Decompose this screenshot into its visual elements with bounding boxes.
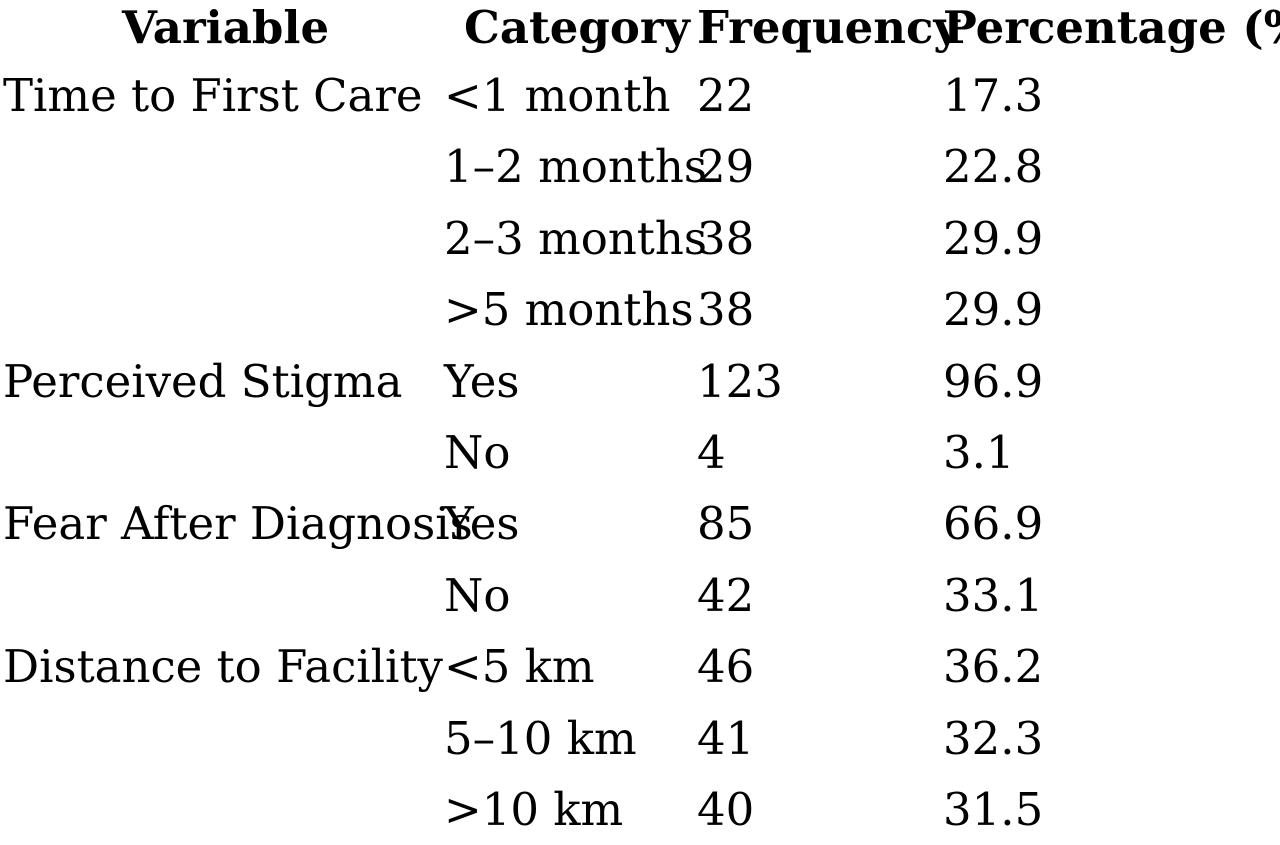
cell-category: Yes: [444, 497, 520, 551]
cell-percentage: 3.1: [943, 425, 1015, 479]
table-row: No 4 3.1: [0, 417, 1280, 488]
table-row: 5–10 km 41 32.3: [0, 703, 1280, 774]
cell-percentage: 22.8: [943, 140, 1044, 194]
cell-percentage: 36.2: [943, 640, 1044, 694]
cell-frequency: 41: [697, 711, 755, 765]
table-row: Distance to Facility <5 km 46 36.2: [0, 631, 1280, 702]
table-row: Time to First Care <1 month 22 17.3: [0, 60, 1280, 131]
cell-category: >5 months: [444, 283, 694, 337]
cell-category: No: [444, 568, 511, 622]
cell-category: 1–2 months: [444, 140, 707, 194]
table-row: >10 km 40 31.5: [0, 774, 1280, 845]
cell-frequency: 4: [697, 425, 726, 479]
cell-percentage: 29.9: [943, 283, 1044, 337]
header-percentage: Percentage (%): [943, 1, 1280, 54]
cell-frequency: 85: [697, 497, 755, 551]
cell-category: <1 month: [444, 69, 671, 122]
table-row: Perceived Stigma Yes 123 96.9: [0, 346, 1280, 417]
cell-percentage: 29.9: [943, 211, 1044, 265]
cell-variable: Time to First Care: [3, 69, 423, 122]
cell-percentage: 66.9: [943, 497, 1044, 551]
cell-frequency: 123: [697, 354, 783, 408]
header-variable: Variable: [122, 1, 330, 54]
cell-category: <5 km: [444, 640, 595, 694]
table-header-row: Variable Category Frequency Percentage (…: [0, 0, 1280, 56]
table-row: >5 months 38 29.9: [0, 274, 1280, 345]
cell-percentage: 32.3: [943, 711, 1044, 765]
header-frequency: Frequency: [697, 1, 960, 54]
cell-frequency: 38: [697, 211, 755, 265]
cell-percentage: 17.3: [943, 69, 1044, 122]
header-category: Category: [464, 1, 690, 54]
cell-category: 2–3 months: [444, 211, 707, 265]
cell-variable: Fear After Diagnosis: [3, 497, 473, 551]
cell-frequency: 40: [697, 782, 755, 836]
cell-frequency: 46: [697, 640, 755, 694]
table-row: Fear After Diagnosis Yes 85 66.9: [0, 488, 1280, 559]
cell-category: 5–10 km: [444, 711, 637, 765]
cell-category: No: [444, 425, 511, 479]
cell-percentage: 31.5: [943, 782, 1044, 836]
cell-category: Yes: [444, 354, 520, 408]
cell-frequency: 42: [697, 568, 755, 622]
table-row: 2–3 months 38 29.9: [0, 203, 1280, 274]
cell-frequency: 22: [697, 69, 755, 122]
table-body: Time to First Care <1 month 22 17.3 1–2 …: [0, 60, 1280, 845]
cell-percentage: 96.9: [943, 354, 1044, 408]
table-row: No 42 33.1: [0, 560, 1280, 631]
cell-variable: Perceived Stigma: [3, 354, 403, 408]
cell-frequency: 38: [697, 283, 755, 337]
cell-percentage: 33.1: [943, 568, 1044, 622]
table-row: 1–2 months 29 22.8: [0, 131, 1280, 202]
cell-variable: Distance to Facility: [3, 640, 443, 694]
cell-category: >10 km: [444, 782, 624, 836]
cell-frequency: 29: [697, 140, 755, 194]
